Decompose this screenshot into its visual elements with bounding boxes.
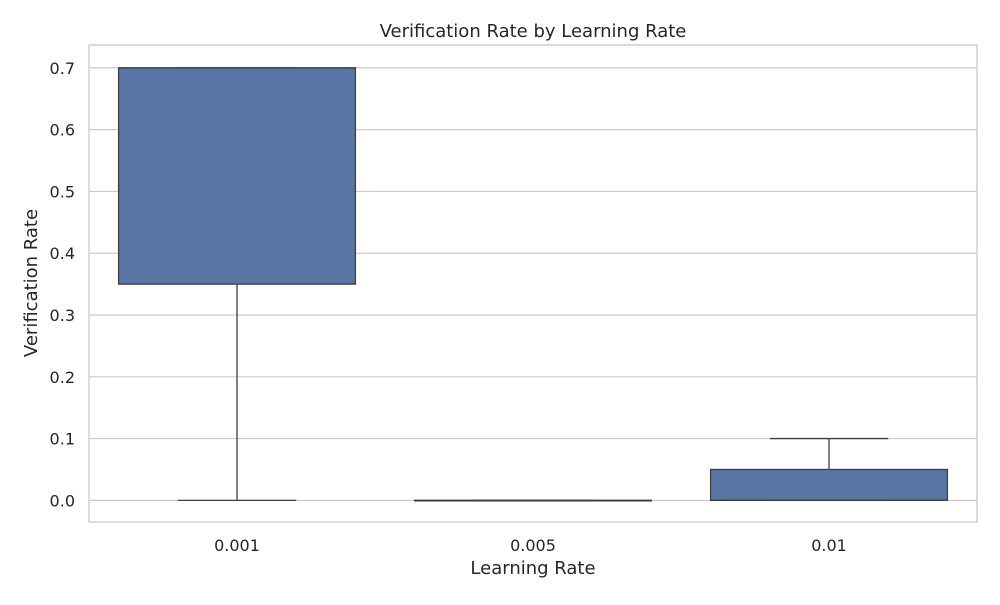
y-tick-label: 0.6 [50, 121, 75, 140]
y-axis-label: Verification Rate [21, 209, 42, 357]
box-group [117, 67, 357, 502]
x-tick-label: 0.005 [510, 536, 556, 555]
y-tick-label: 0.3 [50, 306, 75, 325]
box-layer [117, 67, 949, 502]
box-group [709, 437, 949, 502]
y-tick-label: 0.1 [50, 430, 75, 449]
plot-frame [88, 44, 978, 523]
x-axis-label: Learning Rate [470, 558, 595, 579]
x-tick-label: 0.001 [214, 536, 260, 555]
chart-title: Verification Rate by Learning Rate [380, 21, 687, 42]
y-tick-label: 0.5 [50, 182, 75, 201]
iqr-box [117, 67, 357, 285]
iqr-box [709, 468, 949, 502]
y-tick-label: 0.2 [50, 368, 75, 387]
tick-layer: 0.0 0.1 0.2 0.3 0.4 0.5 0.6 0.7 0.001 0.005 0.01 [50, 59, 847, 555]
x-tick-label: 0.01 [811, 536, 847, 555]
y-tick-label: 0.7 [50, 59, 75, 78]
y-tick-label: 0.0 [50, 491, 75, 510]
box-group [413, 499, 653, 502]
y-tick-label: 0.4 [50, 244, 75, 263]
